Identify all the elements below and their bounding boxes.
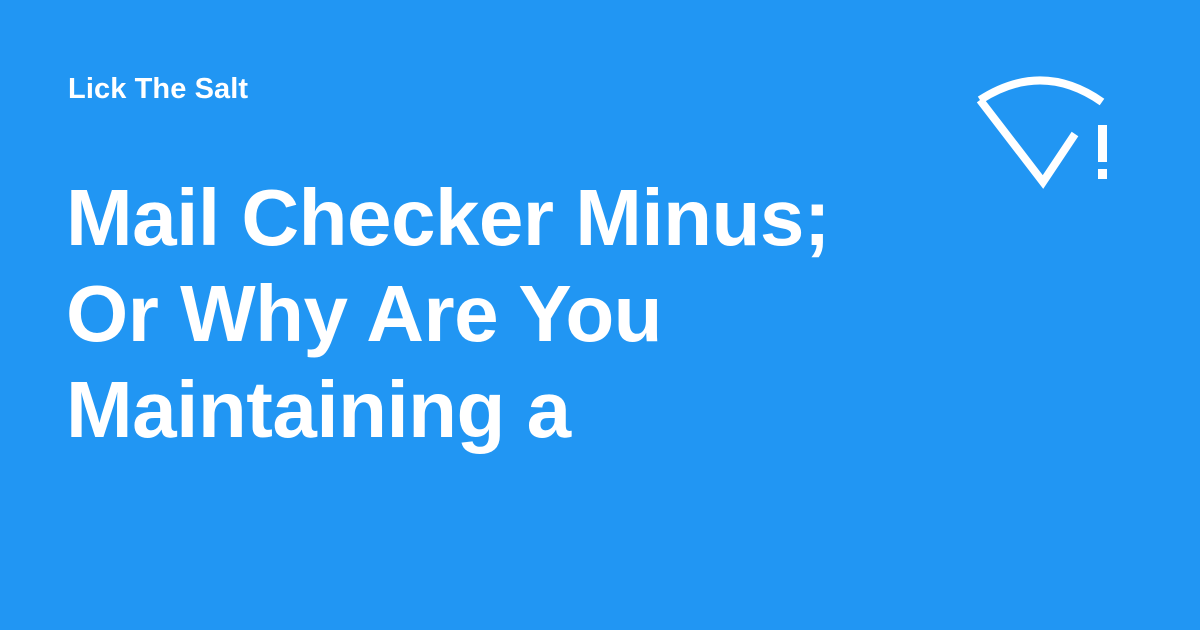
site-name: Lick The Salt <box>68 73 249 105</box>
salt-logo-icon <box>970 68 1120 198</box>
post-title: Mail Checker Minus; Or Why Are You Maint… <box>66 173 831 454</box>
